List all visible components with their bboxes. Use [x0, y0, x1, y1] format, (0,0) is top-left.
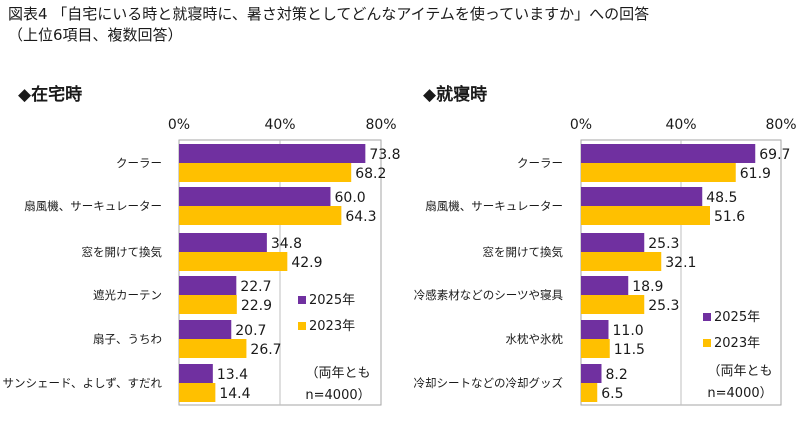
chart-home-data-label: 42.9 [291, 255, 322, 271]
chart-home-title: ◆在宅時 [18, 85, 83, 105]
chart-home-data-label: 73.8 [369, 147, 400, 163]
chart-sleep-bar-2023 [581, 339, 610, 358]
chart-home-bar-2023 [179, 295, 237, 314]
chart-sleep-category-label: 水枕や氷枕 [506, 332, 564, 346]
chart-sleep-tick-label: 80% [765, 117, 796, 133]
chart-home-bar-2023 [179, 339, 247, 358]
chart-home-category-label: 遮光カーテン [93, 288, 162, 302]
chart-home-category-label: 扇子、うちわ [93, 332, 162, 346]
chart-sleep-category-label: クーラー [517, 156, 563, 170]
chart-sleep-note: n=4000） [707, 386, 772, 401]
chart-sleep-tick-label: 0% [570, 117, 592, 133]
figure-title-line1: 図表4 「自宅にいる時と就寝時に、暑さ対策としてどんなアイテムを使っていますか」… [8, 5, 650, 23]
chart-sleep-bar-2025 [581, 187, 703, 206]
chart-home-note: （両年とも [305, 366, 370, 381]
chart-home-bar-2025 [179, 320, 232, 339]
chart-home-data-label: 34.8 [271, 236, 302, 252]
chart-sleep-bar-2023 [581, 295, 645, 314]
chart-sleep-legend-label: 2023年 [714, 336, 760, 351]
chart-sleep-data-label: 18.9 [632, 279, 663, 295]
chart-home-bar-2023 [179, 252, 288, 271]
chart-home-bar-2023 [179, 206, 342, 225]
chart-sleep-category-label: 冷却シートなどの冷却グッズ [414, 376, 564, 390]
chart-sleep-data-label: 61.9 [740, 166, 771, 182]
chart-home-tick-label: 0% [168, 117, 190, 133]
chart-sleep-bar-2023 [581, 252, 662, 271]
chart-sleep-data-label: 25.3 [648, 236, 679, 252]
chart-home-bar-2025 [179, 233, 267, 252]
chart-home-tick-label: 80% [365, 117, 396, 133]
chart-home-bar-2025 [179, 187, 331, 206]
chart-sleep-data-label: 11.0 [613, 323, 644, 339]
chart-home-tick-label: 40% [264, 117, 295, 133]
chart-home-data-label: 14.4 [219, 386, 250, 402]
chart-sleep-bar-2025 [581, 233, 645, 252]
chart-sleep-title: ◆就寝時 [423, 85, 488, 105]
chart-sleep-note: （両年とも [707, 364, 772, 379]
chart-home-legend-swatch [298, 296, 306, 304]
chart-sleep-bar-2023 [581, 206, 710, 225]
chart-home-data-label: 64.3 [345, 209, 376, 225]
chart-home-category-label: 扇風機、サーキュレーター [24, 199, 162, 213]
chart-sleep-data-label: 11.5 [614, 342, 645, 358]
chart-home-data-label: 20.7 [235, 323, 266, 339]
chart-sleep-bar-2023 [581, 163, 736, 182]
chart-sleep-data-label: 6.5 [601, 386, 623, 402]
chart-sleep-tick-label: 40% [665, 117, 696, 133]
chart-home-note: n=4000） [305, 388, 370, 403]
chart-home-category-label: 窓を開けて換気 [82, 245, 163, 259]
chart-home-bar-2025 [179, 364, 213, 383]
chart-home-data-label: 68.2 [355, 166, 386, 182]
figure-title: 図表4 「自宅にいる時と就寝時に、暑さ対策としてどんなアイテムを使っていますか」… [8, 4, 649, 46]
chart-sleep-category-label: 扇風機、サーキュレーター [425, 199, 563, 213]
chart-home-legend-label: 2025年 [309, 293, 355, 308]
chart-home-legend-swatch [298, 322, 306, 330]
chart-sleep-bar-2025 [581, 364, 602, 383]
chart-sleep-legend-swatch [703, 313, 711, 321]
chart-sleep-bar-2025 [581, 320, 609, 339]
chart-sleep-data-label: 48.5 [706, 190, 737, 206]
chart-sleep-data-label: 51.6 [714, 209, 745, 225]
chart-sleep-category-label: 冷感素材などのシーツや寝具 [414, 288, 564, 302]
chart-home-data-label: 22.7 [240, 279, 271, 295]
chart-home-data-label: 22.9 [241, 298, 272, 314]
chart-home-category-label: クーラー [116, 156, 162, 170]
chart-sleep-bar-2025 [581, 144, 756, 163]
chart-sleep-data-label: 32.1 [665, 255, 696, 271]
figure-title-line2: （上位6項目、複数回答） [8, 26, 183, 44]
chart-sleep-bar-2025 [581, 276, 629, 295]
chart-sleep-data-label: 25.3 [648, 298, 679, 314]
chart-sleep-data-label: 69.7 [759, 147, 790, 163]
chart-home-category-label: サンシェード、よしず、すだれ [2, 376, 162, 390]
chart-home-data-label: 60.0 [335, 190, 366, 206]
chart-home-legend-label: 2023年 [309, 319, 355, 334]
chart-home-data-label: 13.4 [217, 367, 248, 383]
chart-sleep-category-label: 窓を開けて換気 [483, 245, 564, 259]
chart-home-bar-2023 [179, 163, 352, 182]
chart-sleep-legend-label: 2025年 [714, 310, 760, 325]
chart-sleep-data-label: 8.2 [606, 367, 628, 383]
chart-home-bar-2023 [179, 383, 216, 402]
chart-sleep-bar-2023 [581, 383, 598, 402]
chart-home-bar-2025 [179, 144, 366, 163]
chart-home-data-label: 26.7 [250, 342, 281, 358]
chart-home-bar-2025 [179, 276, 237, 295]
chart-sleep-legend-swatch [703, 339, 711, 347]
